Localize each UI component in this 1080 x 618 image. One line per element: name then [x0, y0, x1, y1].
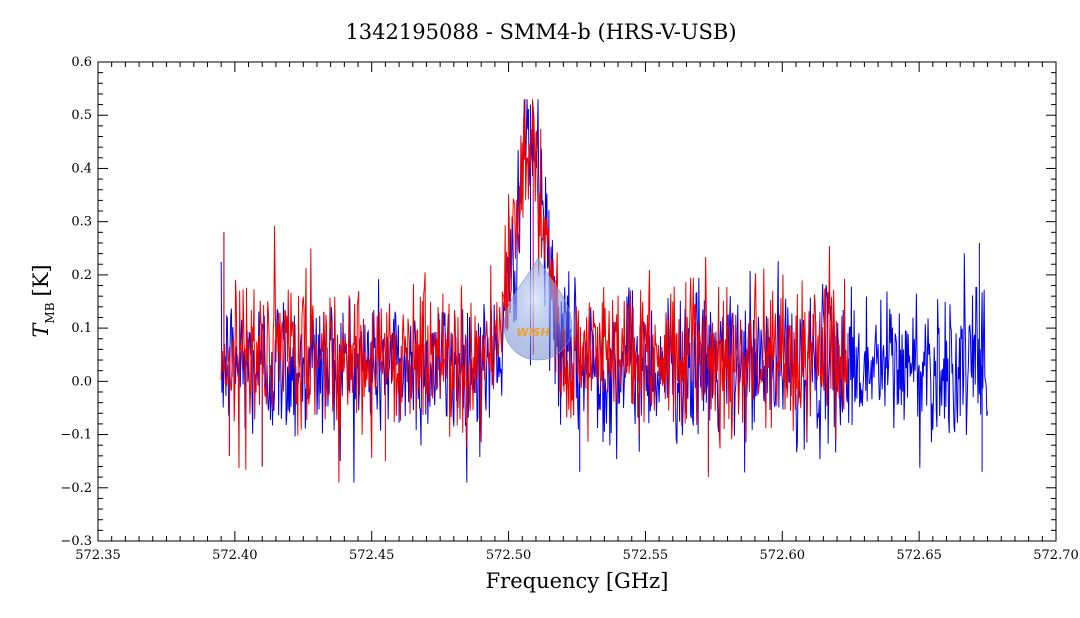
- series-line-blue: [220, 99, 989, 483]
- y-tick-label: −0.2: [60, 481, 92, 496]
- y-tick-label: 0.6: [71, 55, 92, 70]
- ticks-layer: [97, 61, 1057, 542]
- y-tick-label: −0.3: [60, 534, 92, 549]
- y-axis-subscript: MB: [43, 302, 57, 323]
- wish-logo: WISH: [503, 257, 573, 361]
- x-axis-label: Frequency [GHz]: [486, 569, 669, 593]
- y-tick-label: 0.3: [71, 215, 92, 230]
- x-tick-label: 572.45: [349, 548, 395, 563]
- y-tick-label: 0.5: [71, 108, 92, 123]
- y-tick-label: 0.0: [71, 374, 92, 389]
- y-tick-label: 0.1: [71, 321, 92, 336]
- y-tick-label: −0.1: [60, 428, 92, 443]
- y-tick-labels: −0.3 −0.2 −0.1 0.0 0.1 0.2 0.3 0.4 0.5 0.6: [60, 55, 92, 549]
- x-tick-label: 572.65: [896, 548, 942, 563]
- x-tick-labels: 572.35 572.40 572.45 572.50 572.55 572.60 572.…: [75, 548, 1079, 563]
- series-layer: [220, 99, 989, 483]
- y-tick-label: 0.2: [71, 268, 92, 283]
- chart-title: 1342195088 - SMM4-b (HRS-V-USB): [345, 20, 736, 44]
- x-tick-label: 572.55: [623, 548, 669, 563]
- water-drop-icon: [503, 257, 573, 361]
- series-line-red: [220, 99, 849, 483]
- x-tick-label: 572.60: [760, 548, 806, 563]
- y-tick-label: 0.4: [71, 161, 92, 176]
- plot-frame: [97, 61, 1057, 542]
- x-tick-label: 572.50: [486, 548, 532, 563]
- y-axis-label: TMB [K]: [29, 264, 57, 337]
- x-tick-label: 572.70: [1033, 548, 1079, 563]
- y-axis-unit: [K]: [29, 264, 53, 296]
- y-axis-symbol: T: [29, 322, 53, 338]
- x-tick-label: 572.35: [75, 548, 121, 563]
- x-tick-label: 572.40: [212, 548, 258, 563]
- svg-text:TMB[K]: TMB [K]: [29, 264, 57, 337]
- wish-logo-text: WISH: [516, 326, 549, 339]
